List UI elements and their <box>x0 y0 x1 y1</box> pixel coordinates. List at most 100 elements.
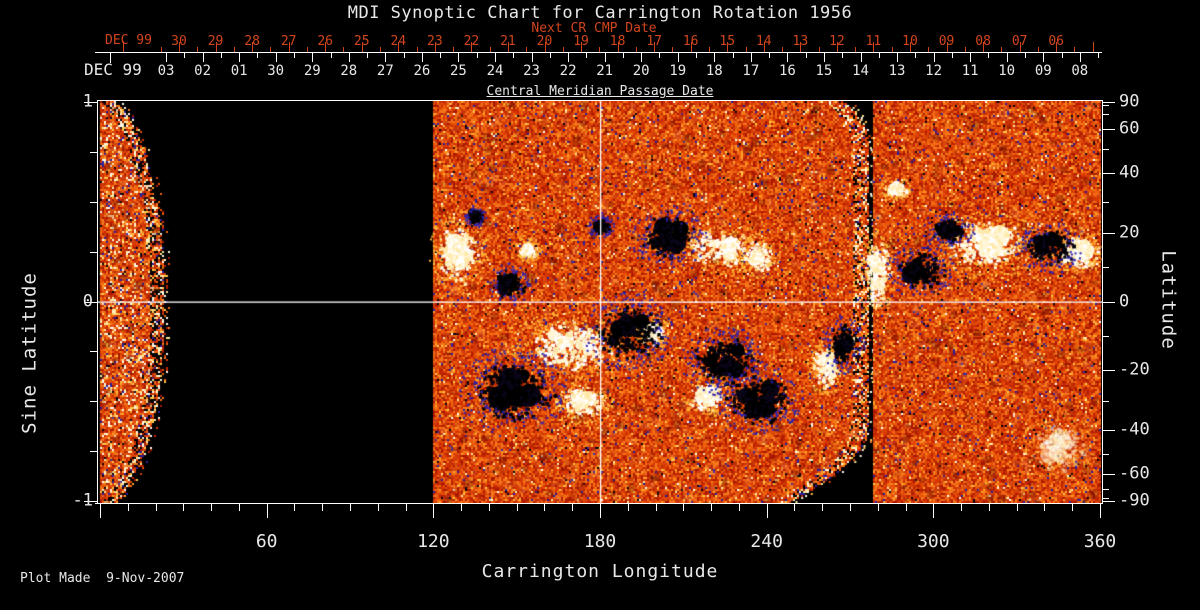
cmp-major-tick <box>312 53 314 62</box>
sine-lat-tick <box>90 351 97 353</box>
sine-lat-tick <box>90 451 97 453</box>
next-cr-tick-label: 28 <box>244 34 260 49</box>
next-cr-minor-tick <box>782 47 784 52</box>
next-cr-tick-label: 12 <box>829 34 845 49</box>
next-cr-tick-label: 09 <box>938 34 955 49</box>
lat-tick-label: 0 <box>1119 291 1130 311</box>
cmp-major-tick <box>495 53 496 62</box>
top-axis-line <box>95 52 1102 53</box>
lat-minor-tick <box>1103 336 1109 338</box>
sine-lat-tick-label: -1 <box>72 490 93 511</box>
next-cr-minor-tick <box>891 47 893 52</box>
cmp-minor-tick <box>403 53 405 58</box>
cmp-minor-tick <box>878 53 880 58</box>
cmp-tick-label: 25 <box>450 63 467 79</box>
next-cr-tick-label: 17 <box>646 34 662 49</box>
lon-tick-label: 360 <box>1083 531 1117 552</box>
next-cr-major-tick <box>836 42 838 52</box>
cmp-axis-title: Central Meridian Passage Date <box>486 84 714 99</box>
cmp-tick-label: 18 <box>705 63 723 79</box>
next-cr-major-tick <box>654 42 656 52</box>
cmp-tick-label: 10 <box>998 63 1016 79</box>
cmp-tick-label: 01 <box>230 63 248 79</box>
next-cr-tick-label: 30 <box>171 34 187 49</box>
lon-tick <box>933 504 935 518</box>
next-cr-tick-label: 07 <box>1011 34 1028 49</box>
next-cr-major-tick <box>252 42 254 52</box>
cmp-major-tick <box>750 53 752 62</box>
lon-tick <box>738 504 740 511</box>
cmp-tick-label: 22 <box>559 63 577 79</box>
cmp-tick-label: 02 <box>194 63 212 79</box>
next-cr-minor-tick <box>306 47 308 52</box>
lat-minor-tick <box>1103 201 1109 203</box>
lat-minor-tick <box>1103 401 1109 403</box>
sine-lat-tick <box>84 501 97 502</box>
lon-tick <box>183 504 185 511</box>
next-cr-minor-tick <box>1074 47 1076 52</box>
lon-tick <box>1100 504 1101 518</box>
cmp-major-tick <box>641 53 643 62</box>
sine-lat-tick <box>90 151 97 153</box>
next-cr-tick-label: 06 <box>1048 34 1065 49</box>
next-cr-minor-tick <box>855 47 857 52</box>
cmp-tick-label: 20 <box>632 63 650 79</box>
cmp-minor-tick <box>184 53 186 58</box>
next-cr-major-tick <box>763 42 765 52</box>
cmp-tick-label: 16 <box>778 63 796 79</box>
lat-tick-label: -60 <box>1119 463 1150 484</box>
cmp-tick-label: 28 <box>340 63 358 79</box>
lon-tick <box>850 504 851 511</box>
cmp-minor-tick <box>622 53 624 58</box>
lat-major-tick <box>1103 128 1115 130</box>
next-cr-major-tick <box>690 42 692 52</box>
next-cr-minor-tick <box>453 47 455 52</box>
cmp-tick-label: 26 <box>413 63 431 79</box>
next-cr-minor-tick <box>708 47 710 52</box>
next-cr-major-tick <box>507 42 509 52</box>
next-cr-minor-tick <box>380 47 382 52</box>
cmp-tick-label: 12 <box>925 63 943 79</box>
next-cr-tick-label: 14 <box>755 34 772 49</box>
next-cr-tick-label: 15 <box>719 34 736 49</box>
next-cr-major-tick <box>434 42 436 52</box>
next-cr-minor-tick <box>562 47 564 52</box>
next-cr-tick-label: 26 <box>317 34 334 49</box>
latitude-axis-title: Latitude <box>1157 250 1180 350</box>
next-cr-major-tick <box>1019 42 1021 52</box>
lon-tick <box>655 504 657 511</box>
next-cr-minor-tick <box>635 47 637 52</box>
cmp-major-tick <box>1006 53 1008 62</box>
cmp-major-tick <box>275 53 277 62</box>
cmp-tick-label: 14 <box>852 63 869 79</box>
cmp-tick-label: 27 <box>376 63 394 79</box>
lon-tick <box>544 504 546 511</box>
lat-minor-tick <box>1103 105 1109 107</box>
lon-tick-label: 60 <box>255 531 278 552</box>
next-cr-tick-label: 21 <box>500 34 516 49</box>
next-cr-minor-tick <box>599 47 601 52</box>
next-cr-tick-label: 08 <box>975 34 991 49</box>
lon-tick <box>266 504 268 518</box>
lon-tick <box>905 504 907 511</box>
lat-major-tick <box>1103 233 1115 235</box>
plot-made-note: Plot Made 9-Nov-2007 <box>20 571 185 586</box>
lon-tick <box>1072 504 1074 511</box>
lon-tick <box>238 504 240 511</box>
cmp-minor-tick <box>220 53 222 58</box>
lon-tick <box>377 504 379 511</box>
cmp-minor-tick <box>951 53 953 58</box>
lat-tick-label: -90 <box>1119 490 1150 511</box>
cmp-minor-tick <box>805 53 807 58</box>
cmp-major-tick <box>714 53 716 62</box>
lon-tick <box>322 504 324 511</box>
lon-tick <box>433 504 435 518</box>
lon-tick <box>100 504 101 518</box>
cmp-major-tick <box>421 53 423 62</box>
lon-tick <box>1016 504 1018 511</box>
next-cr-major-tick <box>946 42 948 52</box>
bottom-axis-line <box>95 503 1103 504</box>
lat-major-tick <box>1103 501 1115 502</box>
next-cr-minor-tick <box>672 47 674 52</box>
